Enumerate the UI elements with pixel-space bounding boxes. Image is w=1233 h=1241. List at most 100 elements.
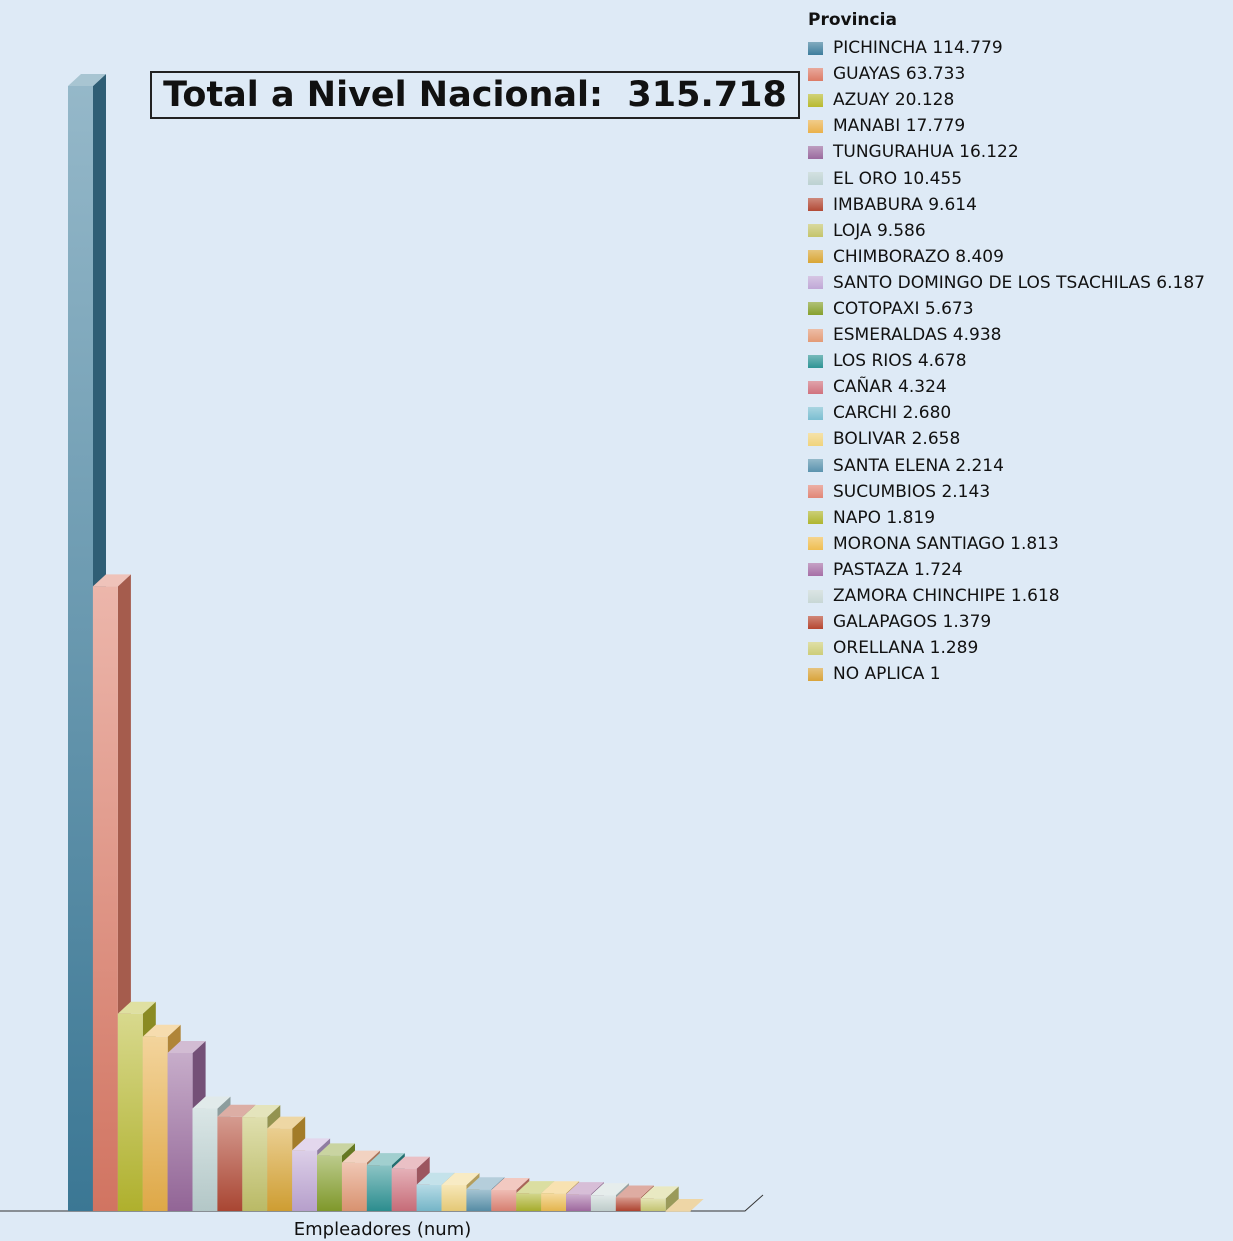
legend-label: NO APLICA 1	[833, 664, 941, 685]
legend-item[interactable]: BOLIVAR 2.658	[808, 426, 1205, 452]
legend-swatch	[808, 354, 823, 368]
bar-front	[317, 1155, 342, 1211]
bar-front	[466, 1189, 492, 1211]
legend-swatch	[808, 380, 823, 394]
bar-front	[640, 1198, 666, 1211]
bar-top	[92, 574, 131, 587]
legend-item[interactable]: GUAYAS 63.733	[808, 61, 1205, 87]
legend-label: ORELLANA 1.289	[833, 638, 979, 659]
legend-swatch	[808, 93, 823, 107]
legend-swatch	[808, 250, 823, 264]
legend-label: PASTAZA 1.724	[833, 559, 963, 580]
bar-front	[366, 1165, 392, 1211]
legend-label: MORONA SANTIAGO 1.813	[833, 533, 1059, 554]
legend-label: CHIMBORAZO 8.409	[833, 246, 1004, 267]
legend-swatch	[808, 485, 823, 499]
bar-side	[665, 1186, 679, 1211]
bar-front	[615, 1197, 641, 1211]
legend-label: BOLIVAR 2.658	[833, 429, 961, 450]
bar-front	[242, 1117, 268, 1211]
legend-item[interactable]: LOS RIOS 4.678	[808, 348, 1205, 374]
legend-label: LOS RIOS 4.678	[833, 351, 967, 372]
legend-label: ZAMORA CHINCHIPE 1.618	[833, 586, 1060, 607]
bar-front	[142, 1036, 168, 1211]
legend-item[interactable]: LOJA 9.586	[808, 218, 1205, 244]
bar-orellana[interactable]	[640, 1186, 679, 1211]
legend-item[interactable]: CARCHI 2.680	[808, 400, 1205, 426]
bar-top	[242, 1105, 281, 1118]
legend-swatch	[808, 67, 823, 81]
bar-top	[117, 1001, 156, 1014]
bar-top	[665, 1198, 704, 1211]
legend-item[interactable]: CAÑAR 4.324	[808, 374, 1205, 400]
legend-swatch	[808, 328, 823, 342]
legend-label: IMBABURA 9.614	[833, 194, 977, 215]
legend-item[interactable]: SANTA ELENA 2.214	[808, 453, 1205, 479]
bar-front	[117, 1013, 143, 1211]
bar-front	[341, 1162, 367, 1211]
bar-front	[416, 1184, 442, 1211]
legend-item[interactable]: TUNGURAHUA 16.122	[808, 139, 1205, 165]
bar-front	[665, 1210, 691, 1212]
legend-item[interactable]: AZUAY 20.128	[808, 87, 1205, 113]
legend-item[interactable]: CHIMBORAZO 8.409	[808, 244, 1205, 270]
legend-swatch	[808, 119, 823, 133]
bar-top	[590, 1183, 629, 1196]
legend-item[interactable]: PICHINCHA 114.779	[808, 35, 1205, 61]
bar-top	[416, 1172, 455, 1185]
legend-item[interactable]: MANABI 17.779	[808, 113, 1205, 139]
bar-front	[267, 1128, 293, 1211]
legend: Provincia PICHINCHA 114.779 GUAYAS 63.733…	[808, 10, 1205, 687]
legend-label: EL ORO 10.455	[833, 168, 963, 189]
legend-items: PICHINCHA 114.779 GUAYAS 63.733 AZUAY 20.1…	[808, 35, 1205, 687]
legend-item[interactable]: NAPO 1.819	[808, 505, 1205, 531]
legend-swatch	[808, 641, 823, 655]
legend-item[interactable]: SANTO DOMINGO DE LOS TSACHILAS 6.187	[808, 270, 1205, 296]
legend-swatch	[808, 511, 823, 525]
legend-item[interactable]: MORONA SANTIAGO 1.813	[808, 531, 1205, 557]
legend-swatch	[808, 589, 823, 603]
legend-label: PICHINCHA 114.779	[833, 38, 1003, 59]
x-axis-label: Empleadores (num)	[293, 1219, 472, 1240]
legend-item[interactable]: COTOPAXI 5.673	[808, 296, 1205, 322]
bar-front	[68, 86, 93, 1211]
legend-item[interactable]: NO APLICA 1	[808, 661, 1205, 687]
legend-label: MANABI 17.779	[833, 116, 966, 137]
legend-item[interactable]: IMBABURA 9.614	[808, 192, 1205, 218]
legend-swatch	[808, 302, 823, 316]
bar-front	[491, 1189, 517, 1211]
legend-swatch	[808, 145, 823, 159]
bar-front	[167, 1052, 193, 1211]
legend-swatch	[808, 537, 823, 551]
legend-item[interactable]: ESMERALDAS 4.938	[808, 322, 1205, 348]
legend-label: NAPO 1.819	[833, 507, 936, 528]
total-national-title: Total a Nivel Nacional: 315.718	[150, 71, 800, 119]
bar-front	[516, 1193, 542, 1211]
legend-swatch	[808, 224, 823, 238]
legend-item[interactable]: PASTAZA 1.724	[808, 557, 1205, 583]
legend-swatch	[808, 459, 823, 473]
legend-swatch	[808, 198, 823, 212]
legend-item[interactable]: ORELLANA 1.289	[808, 635, 1205, 661]
legend-swatch	[808, 41, 823, 55]
legend-title: Provincia	[808, 10, 897, 30]
bar-top	[341, 1150, 380, 1163]
bar-top	[516, 1181, 555, 1194]
bar-top	[68, 74, 106, 86]
legend-label: GALAPAGOS 1.379	[833, 612, 992, 633]
legend-item[interactable]: ZAMORA CHINCHIPE 1.618	[808, 583, 1205, 609]
bar-top	[615, 1185, 654, 1198]
legend-label: SANTA ELENA 2.214	[833, 455, 1004, 476]
legend-item[interactable]: SUCUMBIOS 2.143	[808, 479, 1205, 505]
legend-item[interactable]: GALAPAGOS 1.379	[808, 609, 1205, 635]
bar-front	[292, 1150, 318, 1211]
bar-top	[217, 1104, 256, 1117]
legend-label: GUAYAS 63.733	[833, 64, 966, 85]
bar-no-aplica[interactable]	[665, 1198, 704, 1212]
bar-front	[391, 1168, 417, 1211]
bar-top	[441, 1172, 480, 1185]
legend-item[interactable]: EL ORO 10.455	[808, 165, 1205, 191]
bar-top	[491, 1177, 530, 1190]
legend-swatch	[808, 563, 823, 577]
